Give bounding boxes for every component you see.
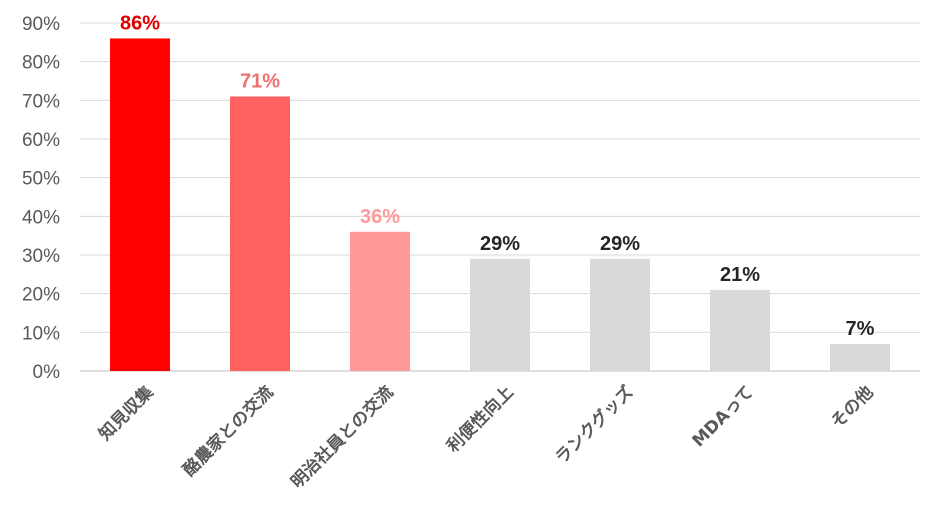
x-category-label-1: 知見収集 (94, 381, 158, 445)
y-tick-label: 70% (22, 91, 60, 112)
y-tick-label: 20% (22, 285, 60, 306)
bar-2 (230, 96, 290, 371)
y-tick-label: 40% (22, 207, 60, 228)
bar-1 (110, 38, 170, 371)
x-category-label-2: 酪農家との交流 (179, 382, 278, 481)
data-label-3: 36% (360, 206, 400, 228)
x-category-label-6: MDAって (689, 382, 758, 451)
x-category-label-4: 利便性向上 (443, 382, 518, 457)
bar-7 (830, 343, 890, 371)
data-labels: 86% 71% 36% 29% 29% 21% 7% (120, 12, 875, 339)
y-tick-label: 60% (22, 130, 60, 151)
data-label-4: 29% (480, 233, 520, 255)
y-tick-label: 50% (22, 169, 60, 190)
bar-4 (470, 258, 530, 371)
bar-5 (590, 258, 650, 371)
data-label-2: 71% (240, 70, 280, 92)
x-category-label-5: ランクグッズ (551, 382, 637, 468)
y-tick-label: 90% (22, 14, 60, 35)
x-axis-category-labels: 知見収集 酪農家との交流 明治社員との交流 利便性向上 ランクグッズ MDAって その他 (94, 381, 878, 493)
y-tick-label: 80% (22, 53, 60, 74)
x-category-label-7: その他 (827, 382, 878, 433)
y-tick-label: 30% (22, 246, 60, 267)
gridlines (80, 22, 920, 372)
bar-6 (710, 289, 770, 371)
data-label-1: 86% (120, 12, 160, 34)
y-tick-label: 10% (22, 323, 60, 344)
bars (110, 38, 890, 371)
x-category-label-3: 明治社員との交流 (287, 382, 398, 493)
y-tick-label: 0% (33, 362, 61, 383)
data-label-5: 29% (600, 233, 640, 255)
data-label-6: 21% (720, 264, 760, 286)
data-label-7: 7% (846, 318, 875, 340)
bar-3 (350, 231, 410, 371)
y-axis-tick-labels: 0% 10% 20% 30% 40% 50% 60% 70% 80% 90% (22, 14, 60, 383)
